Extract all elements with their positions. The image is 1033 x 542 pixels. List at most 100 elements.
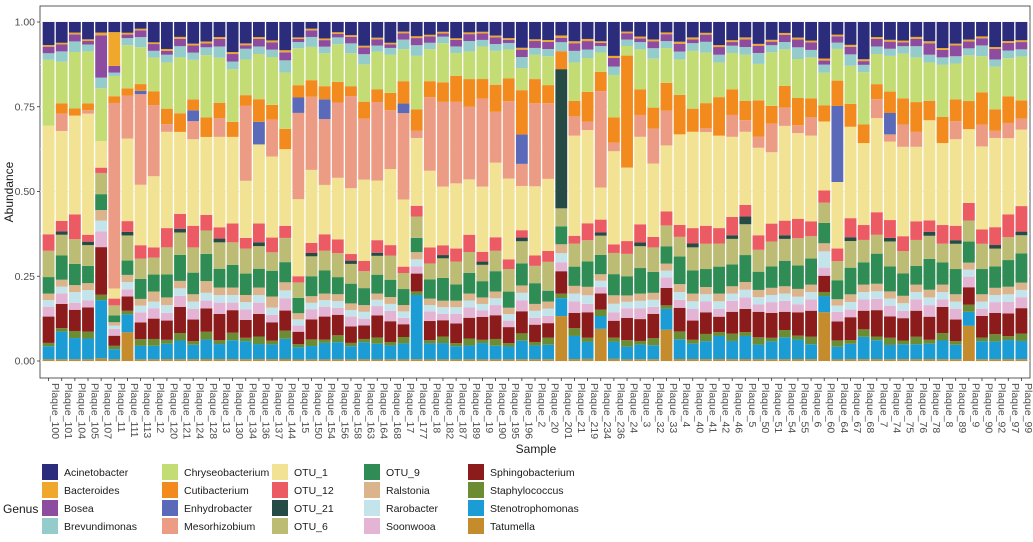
bar-column [502,22,515,361]
bars-group [42,22,1028,361]
bar-segment [910,284,923,293]
bar-segment [897,124,910,147]
bar-segment [174,333,186,341]
bar-segment [437,22,449,32]
bar-segment [844,237,857,242]
legend-swatch [42,464,58,480]
bar-segment [1015,118,1028,130]
bar-column [318,22,331,361]
x-tick-label: Plaque_89 [956,383,968,433]
bar-segment [739,131,752,205]
legend-label: Acinetobacter [64,467,129,479]
bar-segment [226,359,239,361]
bar-segment [686,270,699,294]
bar-segment [226,121,239,137]
bar-segment [884,241,896,267]
bar-segment [279,52,292,61]
bar-column [213,22,226,361]
bar-segment [1015,308,1028,334]
bar-segment [187,294,200,302]
bar-segment [686,359,699,361]
bar-segment [437,36,449,44]
bar-segment [568,62,581,101]
bar-segment [1002,22,1015,42]
bar-segment [568,100,581,117]
bar-segment [884,134,896,142]
bar-segment [345,86,357,97]
bar-segment [739,224,752,256]
legend-item: Ralstonia [364,482,430,498]
bar-segment [371,299,384,307]
bar-segment [1015,297,1028,309]
bar-segment [1002,294,1015,302]
bar-segment [713,97,725,136]
bar-segment [371,337,384,344]
bar-segment [660,225,673,247]
bar-segment [410,36,423,39]
bar-segment [910,310,923,337]
bar-segment [371,306,384,316]
bar-segment [358,47,371,55]
bar-segment [253,344,265,360]
bar-segment [476,339,489,344]
bar-segment [82,331,94,339]
bar-segment [713,332,725,336]
bar-segment [266,119,278,157]
bar-segment [949,56,962,64]
bar-segment [818,243,831,252]
bar-column [778,22,791,361]
bar-segment [686,301,699,309]
bar-segment [253,313,265,337]
bar-segment [331,307,344,315]
x-tick-label: Plaque_121 [181,383,193,439]
bar-segment [331,44,344,82]
bar-segment [831,248,844,262]
legend-swatch [272,500,288,516]
bar-segment [568,22,581,42]
bar-column [739,22,752,361]
bar-segment [68,22,81,33]
bar-segment [174,280,186,289]
x-tick-label: Plaque_24 [628,383,640,433]
bar-segment [345,303,357,310]
bar-segment [423,34,436,37]
bar-segment [68,108,81,116]
legend: Genus AcinetobacterBacteroidesBoseaBrevu… [3,464,579,534]
x-tick-label: Plaque_128 [207,383,219,439]
bar-segment [160,22,173,49]
bar-segment [805,42,817,50]
bar-segment [476,98,489,187]
bar-column [121,22,134,361]
bar-segment [463,179,476,235]
bar-segment [489,22,502,36]
bar-segment [279,262,292,283]
bar-segment [976,308,988,316]
bar-segment [423,343,436,360]
bar-segment [607,151,620,245]
bar-segment [476,79,489,99]
bar-column [1015,22,1028,361]
bar-segment [923,22,936,42]
bar-segment [463,300,476,308]
bar-column [82,22,94,361]
bar-segment [1015,42,1028,50]
bar-segment [1002,340,1015,360]
bar-segment [147,301,160,309]
bar-segment [410,266,423,274]
bar-segment [384,54,397,93]
bar-segment [82,51,94,104]
bar-segment [253,37,265,39]
legend-label: Ralstonia [386,485,430,497]
bar-segment [897,318,910,341]
bar-segment [581,286,594,296]
bar-segment [450,183,463,249]
legend-swatch [42,482,58,498]
bar-segment [897,146,910,237]
x-tick-label: Plaque_11 [115,383,127,433]
bar-segment [397,289,410,306]
bar-segment [581,49,594,59]
bar-segment [384,22,397,43]
bar-segment [529,186,541,256]
bar-segment [713,293,725,302]
bar-segment [515,90,528,135]
